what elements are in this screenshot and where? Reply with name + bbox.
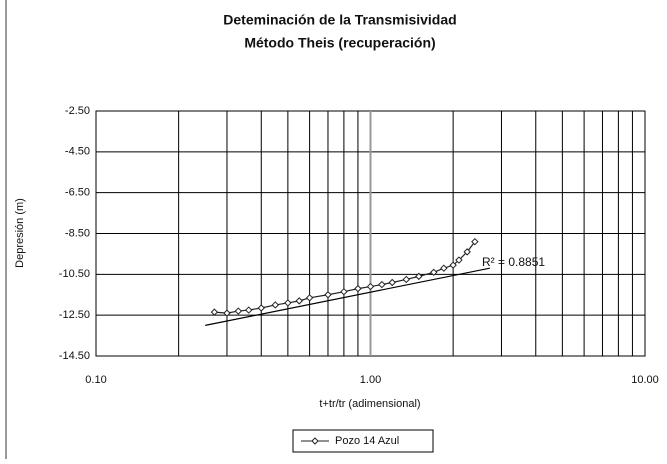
legend-marker: [311, 437, 319, 445]
x-axis-label: t+tr/tr (adimensional): [319, 398, 420, 410]
data-point: [378, 280, 386, 289]
trendline: [205, 267, 490, 326]
chart-subtitle: Método Theis (recuperación): [244, 35, 435, 51]
data-point: [284, 299, 292, 307]
y-tick-label: -6.50: [65, 187, 90, 199]
y-tick-label: -8.50: [65, 227, 90, 239]
data-point: [388, 278, 396, 287]
data-point: [366, 282, 375, 291]
data-point: [234, 307, 243, 315]
data-point: [210, 308, 219, 316]
data-point: [340, 287, 348, 296]
data-point: [295, 297, 303, 305]
data-point: [223, 309, 231, 317]
data-point: [305, 294, 314, 302]
data-point: [430, 268, 438, 276]
data-point: [440, 264, 448, 272]
data-point: [257, 304, 265, 312]
data-point: [354, 284, 362, 293]
data-point: [244, 306, 253, 314]
y-tick-label: -2.50: [65, 105, 90, 117]
data-point: [324, 291, 332, 299]
data-point: [415, 272, 423, 281]
data-point: [471, 237, 479, 246]
x-tick-label: 1.00: [360, 374, 381, 386]
data-point: [402, 275, 410, 284]
data-point: [449, 261, 457, 269]
y-tick-label: -12.50: [59, 309, 90, 321]
chart-title: Deteminación de la Transmisividad: [223, 12, 456, 28]
y-tick-label: -4.50: [65, 146, 90, 158]
x-tick-label: 10.00: [631, 374, 659, 386]
y-axis-label: Depresión (m): [14, 198, 26, 268]
y-tick-label: -14.50: [59, 350, 90, 362]
data-point: [455, 256, 463, 264]
data-point: [271, 301, 280, 309]
annotation: R² = 0.8851: [482, 255, 545, 269]
legend-box: [292, 429, 434, 453]
y-tick-label: -10.50: [59, 268, 90, 280]
legend-label: Pozo 14 Azul: [335, 435, 399, 447]
data-point: [463, 248, 471, 256]
x-tick-label: 0.10: [85, 374, 106, 386]
